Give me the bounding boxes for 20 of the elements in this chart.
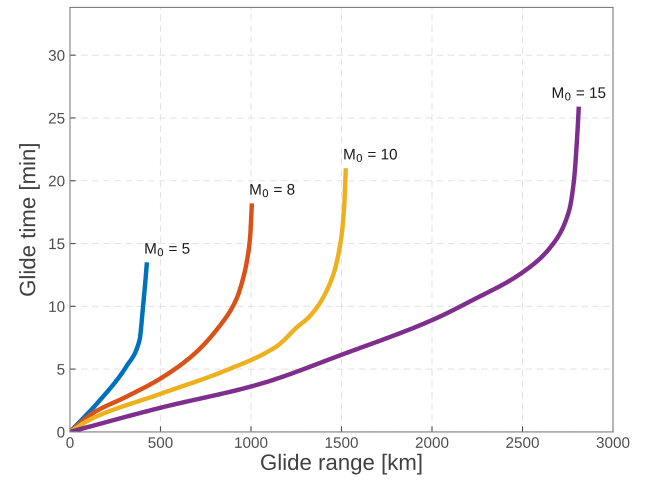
y-tick-label: 30 (48, 50, 65, 61)
y-tick-label: 25 (48, 112, 64, 124)
x-axis-title: Glide range [km] (261, 454, 422, 474)
y-tick-label: 0 (57, 426, 65, 438)
y-tick-label: 15 (49, 238, 64, 250)
x-tick-label: 500 (148, 437, 173, 448)
x-tick-label: 1500 (326, 437, 358, 448)
annotation: M$_{0}$ = 10 (344, 148, 397, 162)
x-tick-label: 2000 (416, 437, 448, 448)
x-tick-label: 3000 (596, 437, 630, 448)
annotation: M$_{0}$ = 5 (145, 243, 190, 256)
x-tick-label: 0 (66, 437, 74, 448)
annotation: M$_{0}$ = 15 (552, 87, 606, 101)
y-tick-label: 10 (49, 301, 65, 312)
x-tick-label: 2500 (506, 437, 539, 448)
y-axis-title: Glide time [min] (19, 144, 40, 296)
y-tick-label: 20 (48, 176, 65, 186)
y-tick-label: 5 (57, 364, 64, 375)
annotation: M$_{0}$ = 8 (250, 184, 294, 198)
x-tick-label: 1000 (235, 437, 268, 448)
